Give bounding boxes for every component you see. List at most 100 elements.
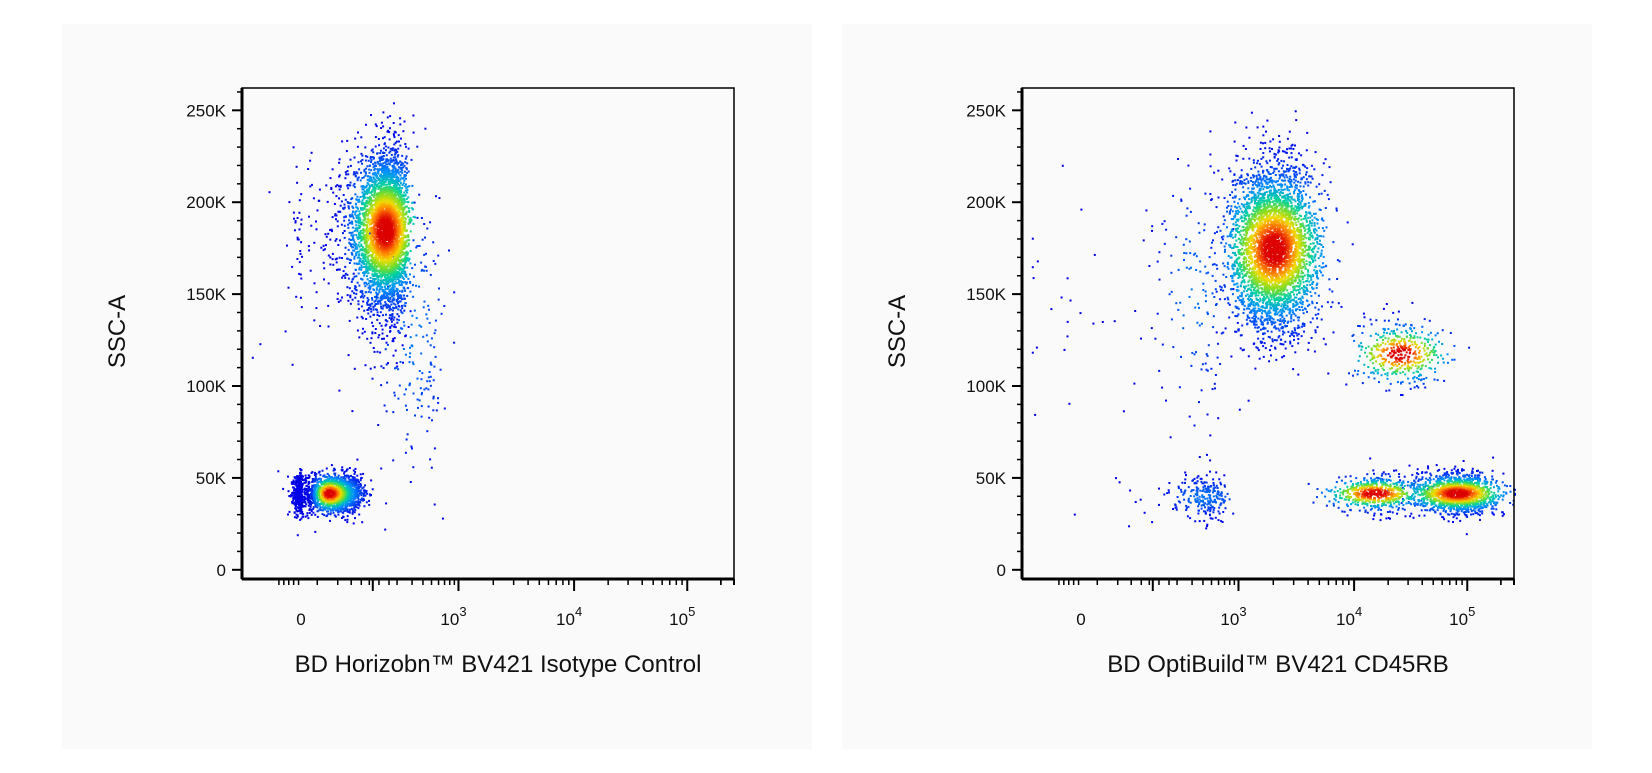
event-dot (400, 249, 403, 252)
event-dot (400, 246, 403, 248)
event-dot (432, 379, 435, 382)
event-dot (401, 209, 404, 212)
event-dot (373, 165, 376, 167)
event-dot (415, 284, 418, 287)
event-dot (356, 179, 359, 182)
event-dot (361, 290, 364, 293)
event-dot (316, 515, 319, 518)
event-dot (410, 323, 413, 326)
event-dot (326, 514, 329, 517)
event-dot (358, 254, 361, 257)
event-dot (347, 165, 350, 168)
event-dot (368, 307, 370, 309)
event-dot (315, 228, 318, 231)
event-dot (404, 143, 407, 145)
event-dot (395, 185, 398, 188)
event-dot (392, 265, 395, 268)
event-dot (385, 169, 388, 172)
event-dot (317, 471, 320, 474)
event-dot (383, 285, 386, 288)
event-dot (357, 256, 360, 259)
event-dot (292, 499, 295, 502)
event-dot (287, 286, 290, 289)
event-dot (348, 238, 351, 241)
event-dot (343, 470, 346, 473)
event-dot (368, 493, 371, 496)
event-dot (341, 517, 343, 519)
event-dot (381, 307, 384, 310)
event-dot (334, 499, 337, 502)
event-dot (407, 277, 410, 280)
event-dot (401, 171, 404, 174)
event-dot (343, 203, 346, 206)
event-dot (362, 219, 365, 222)
event-dot (383, 264, 386, 267)
event-dot (367, 290, 370, 293)
event-dot (394, 141, 397, 144)
event-dot (422, 306, 425, 309)
event-dot (380, 258, 382, 261)
event-dot (347, 477, 350, 480)
event-dot (369, 285, 372, 288)
event-dot (352, 500, 355, 503)
event-dot (389, 253, 392, 255)
event-dot (370, 114, 372, 116)
event-dot (369, 494, 372, 497)
event-dot (364, 253, 367, 256)
event-dot (368, 165, 371, 167)
event-dot (373, 300, 376, 303)
event-dot (402, 223, 405, 226)
event-dot (335, 257, 338, 260)
event-dot (384, 261, 387, 263)
event-dot (394, 192, 397, 195)
event-dot (371, 254, 374, 257)
event-dot (369, 303, 372, 306)
event-dot (353, 502, 356, 505)
event-dot (428, 371, 431, 373)
event-dot (348, 222, 351, 225)
event-dot (385, 197, 388, 199)
event-dot (346, 139, 349, 142)
event-dot (406, 191, 409, 194)
event-dot (251, 356, 254, 359)
event-dot (395, 244, 398, 247)
event-dot (390, 272, 393, 275)
event-dot (399, 192, 402, 195)
event-dot (360, 248, 363, 251)
event-dot (397, 218, 400, 221)
event-dot (353, 182, 356, 185)
event-dot (400, 194, 403, 197)
event-dot (392, 256, 395, 259)
event-dot (374, 136, 377, 138)
event-dot (341, 257, 343, 259)
event-dot (385, 174, 388, 177)
event-dot (357, 220, 360, 223)
event-dot (401, 154, 404, 157)
event-dot (363, 274, 366, 277)
event-dot (339, 495, 341, 498)
event-dot (427, 376, 430, 379)
event-dot (427, 304, 430, 307)
event-dot (379, 162, 382, 165)
event-dot (410, 207, 413, 210)
event-dot (360, 264, 363, 267)
event-dot (342, 484, 345, 487)
event-dot (310, 151, 313, 154)
event-dot (324, 505, 327, 508)
event-dot (299, 296, 302, 299)
event-dot (383, 186, 386, 189)
event-dot (412, 222, 415, 225)
event-dot (331, 230, 333, 233)
event-dot (348, 510, 351, 513)
event-dot (373, 264, 376, 267)
event-dot (358, 237, 361, 240)
event-dot (322, 261, 325, 264)
event-dot (402, 177, 405, 180)
event-dot (354, 517, 356, 520)
event-dot (327, 510, 330, 513)
event-dot (329, 177, 332, 180)
event-dot (385, 149, 387, 152)
event-dot (349, 480, 351, 483)
event-dot (330, 188, 333, 190)
event-dot (370, 209, 373, 212)
